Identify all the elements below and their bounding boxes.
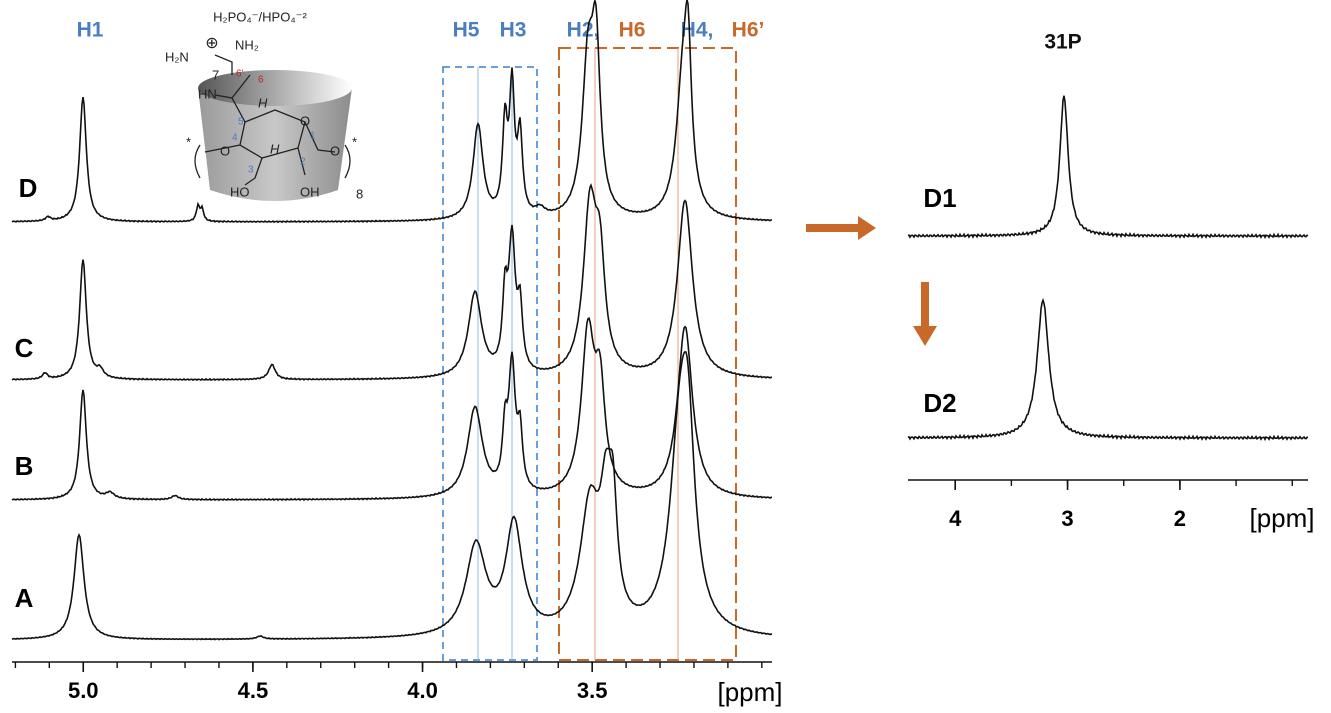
c6: 6 [258,75,264,86]
x-tick-label: 5.0 [68,678,99,703]
c3: 3 [248,165,254,176]
trace-d2 [907,297,1309,442]
counterion: H₂PO₄⁻/HPO₄⁻² [213,9,307,24]
charge: ⊕ [205,35,218,52]
arrow-down [913,282,937,346]
x-tick-label: 3 [1061,506,1073,531]
x-tick-label: 2 [1174,506,1186,531]
x-tick-label: 4.5 [238,678,269,703]
hn: HN [198,86,217,101]
trace-label: D1 [923,183,956,213]
peak-label: H5 [453,19,480,42]
trace-label: D2 [923,388,956,418]
trace-label: A [15,583,34,613]
x-axis-unit: [ppm] [1249,503,1314,533]
o-right: O [330,143,340,158]
peak-label: H4, [681,19,714,42]
x-tick-label: 4 [949,506,962,531]
peak-label: H6 [619,19,646,42]
trace-b [11,316,773,502]
arrow-right [806,216,876,240]
h2n: H₂N [165,49,189,64]
peak-label: H6’ [732,19,765,42]
h: H [258,95,268,110]
peak-label: H1 [77,19,104,42]
cone-rim [198,70,352,106]
ring-bonds [194,54,351,186]
oh: OH [300,184,320,199]
trace-label: D [19,173,38,203]
structure: H₂PO₄⁻/HPO₄⁻² ⊕ NH₂ H₂N 7 6’ 6 HN H H 5 … [165,9,363,201]
trace-c [11,183,773,382]
ring-o: O [300,113,310,128]
c4: 4 [232,133,238,144]
peak-label: H3 [500,19,527,42]
repeat: 8 [356,186,363,201]
trace-label: B [15,451,34,481]
c6p: 6’ [236,69,244,80]
trace-a [11,350,773,641]
peak-label: H2, [567,19,600,42]
star: * [186,134,191,149]
panel-title: 31P [1044,31,1081,54]
ho: HO [230,184,250,199]
x-tick-label: 4.0 [407,678,438,703]
trace-label: C [15,333,34,363]
x-axis-unit: [ppm] [717,677,782,707]
cone [198,88,352,201]
trace-d [11,0,773,224]
h5-h3-box [442,66,538,661]
nh2: NH₂ [235,37,259,52]
c1: 1 [310,131,316,142]
star: * [352,134,357,149]
c2: 2 [300,157,306,168]
h: H [270,141,280,156]
c7: 7 [212,67,219,82]
x-tick-label: 3.5 [577,678,608,703]
trace-d1 [907,95,1309,240]
h2-h4-box [558,47,737,661]
c5: 5 [238,117,244,128]
o-left: O [220,143,230,158]
